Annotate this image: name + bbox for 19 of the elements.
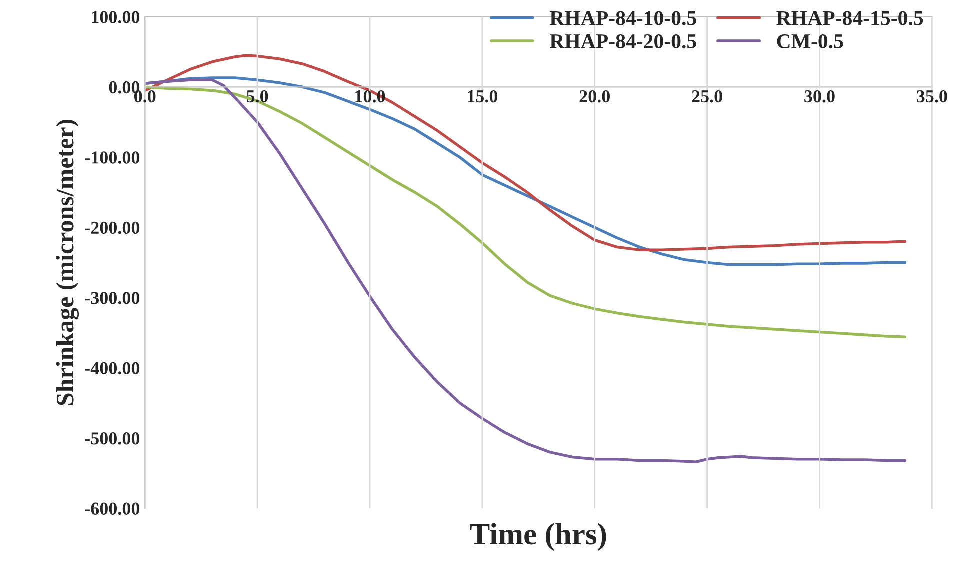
x-tick-label: 20.0 [580, 90, 610, 103]
y-tick-label: 100.00 [92, 11, 140, 24]
legend-label: CM-0.5 [777, 34, 844, 49]
y-axis-title: Shrinkage (microns/meter) [56, 120, 80, 406]
legend-label: RHAP-84-15-0.5 [776, 11, 924, 26]
y-tick-label: -100.00 [85, 152, 140, 164]
x-tick-label: 25.0 [692, 90, 722, 103]
x-tick-label: 30.0 [804, 90, 835, 103]
y-tick-label: -300.00 [85, 292, 140, 304]
legend-label: RHAP-84-20-0.5 [550, 34, 696, 49]
y-tick-label: -500.00 [85, 432, 140, 445]
legend-label: RHAP-84-10-0.5 [550, 11, 696, 26]
x-axis-title: Time (hrs) [470, 523, 606, 551]
y-tick-label: -200.00 [85, 222, 140, 234]
y-tick-label: -400.00 [85, 362, 140, 375]
y-tick-label: -600.00 [85, 502, 140, 516]
x-tick-label: 5.0 [246, 90, 268, 103]
x-tick-label: 35.0 [917, 90, 948, 103]
x-tick-label: 15.0 [468, 90, 498, 103]
